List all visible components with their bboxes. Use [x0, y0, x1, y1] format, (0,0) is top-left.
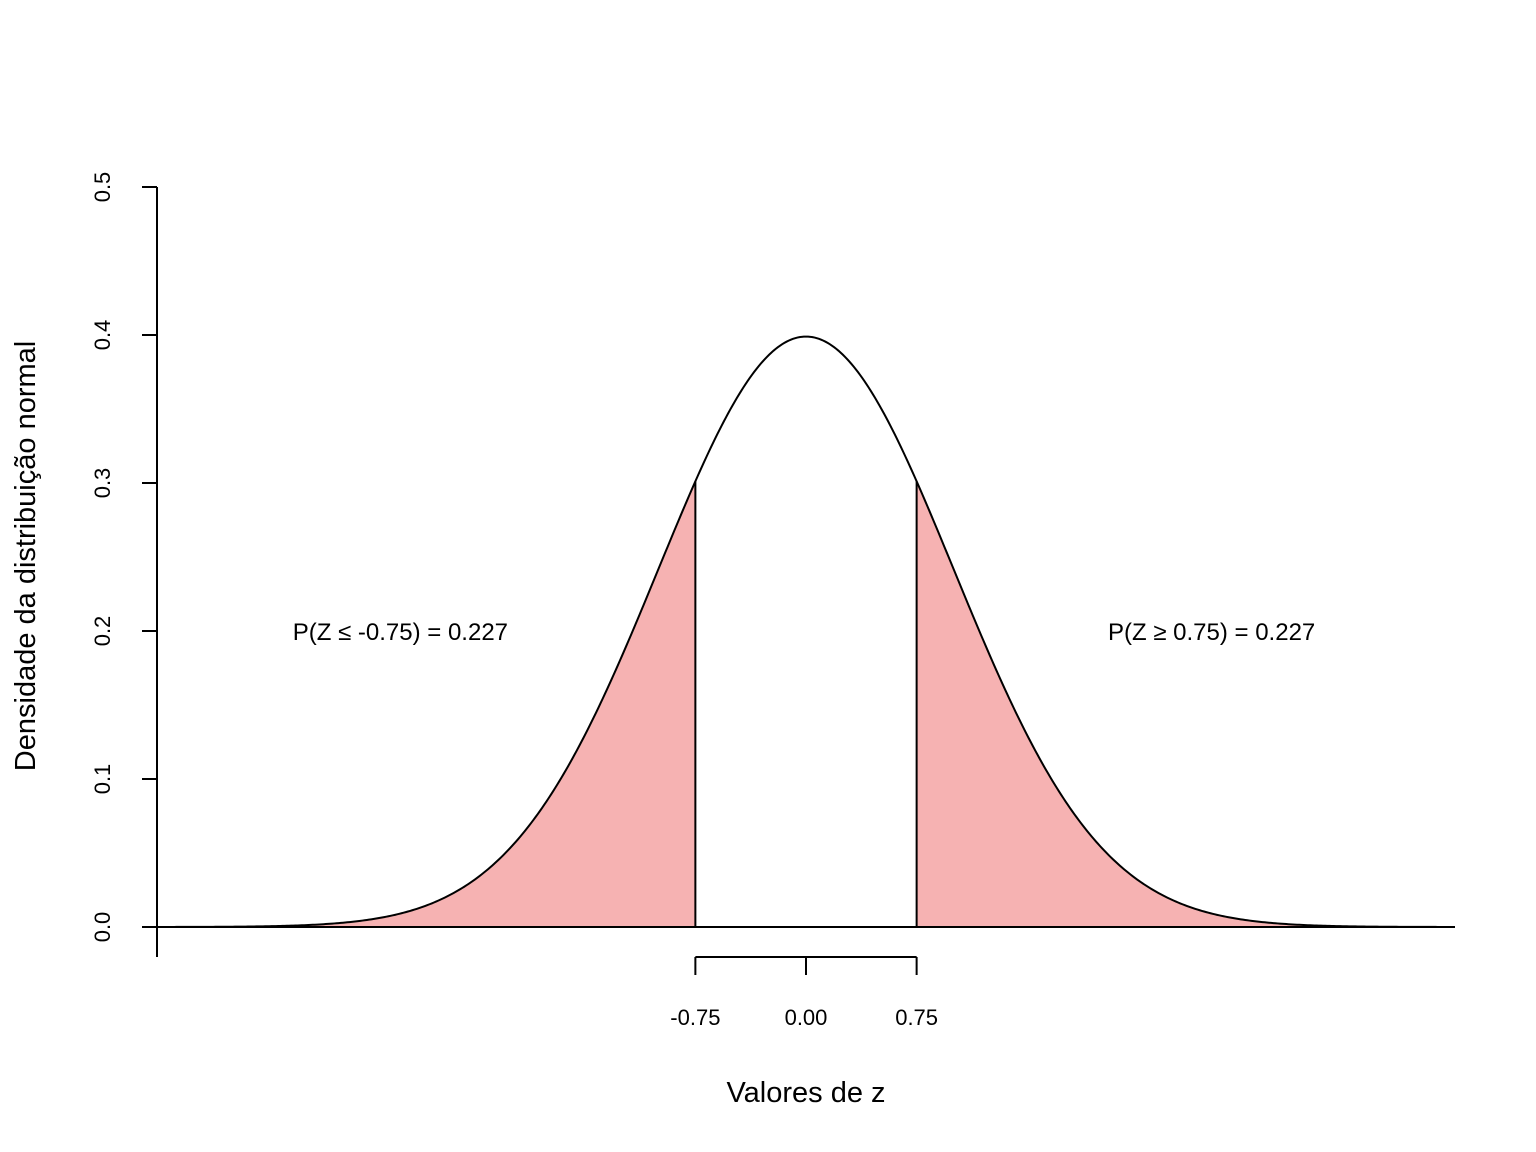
probability-annotations: P(Z ≤ -0.75) = 0.227 P(Z ≥ 0.75) = 0.227: [293, 619, 1316, 646]
density-curve: [157, 335, 1455, 928]
y-tick-label: 0.0: [90, 912, 115, 943]
probability-label-2: P(Z ≥ 0.75) = 0.227: [1108, 619, 1315, 646]
y-tick-label: 0.1: [90, 764, 115, 795]
shaded-tail-areas: [157, 481, 1455, 927]
y-tick-label: 0.4: [90, 320, 115, 351]
x-tick-label: 0.75: [895, 1005, 938, 1030]
shaded-tail-1: [157, 481, 696, 927]
x-axis-title: Valores de z: [726, 1077, 885, 1109]
y-tick-label: 0.2: [90, 616, 115, 647]
x-tick-label: -0.75: [670, 1005, 720, 1030]
probability-label-1: P(Z ≤ -0.75) = 0.227: [293, 619, 508, 646]
density-curve-layer: [157, 335, 1455, 928]
y-tick-label: 0.5: [90, 172, 115, 203]
y-tick-label: 0.3: [90, 468, 115, 499]
x-tick-label: 0.00: [785, 1005, 828, 1030]
shaded-tail-2: [916, 481, 1455, 927]
axes: 0.0 0.1 0.2 0.3 0.4 0.5 -0.75 0.00 0.75: [90, 172, 938, 1030]
y-axis-title: Densidade da distribuição normal: [10, 341, 42, 771]
